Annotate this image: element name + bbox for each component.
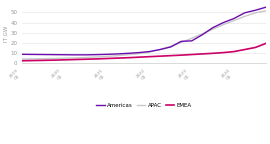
APAC [158, 49, 162, 50]
APAC [264, 10, 268, 12]
EMEA [148, 56, 151, 58]
APAC [180, 41, 183, 43]
APAC [243, 16, 246, 17]
EMEA [169, 55, 172, 56]
EMEA [180, 54, 183, 56]
Americas [63, 54, 66, 56]
Americas [106, 53, 109, 55]
EMEA [158, 55, 162, 57]
EMEA [222, 52, 225, 53]
APAC [95, 56, 98, 58]
APAC [232, 20, 236, 21]
APAC [63, 57, 66, 59]
APAC [116, 55, 119, 56]
EMEA [42, 59, 45, 61]
Americas [127, 52, 130, 54]
APAC [137, 53, 140, 54]
Americas [84, 54, 87, 56]
EMEA [137, 56, 140, 58]
APAC [201, 33, 204, 35]
EMEA [243, 49, 246, 50]
EMEA [74, 59, 77, 60]
EMEA [211, 52, 215, 54]
Line: EMEA: EMEA [22, 43, 266, 61]
APAC [148, 51, 151, 53]
APAC [53, 58, 56, 59]
Americas [169, 46, 172, 48]
Americas [42, 54, 45, 55]
EMEA [84, 58, 87, 60]
APAC [21, 58, 24, 60]
Americas [201, 34, 204, 36]
Americas [148, 51, 151, 52]
APAC [74, 57, 77, 59]
APAC [31, 58, 35, 60]
EMEA [254, 47, 257, 48]
EMEA [106, 58, 109, 59]
EMEA [63, 59, 66, 61]
APAC [190, 37, 193, 39]
Americas [158, 49, 162, 50]
Americas [211, 27, 215, 29]
EMEA [31, 60, 35, 61]
EMEA [116, 57, 119, 59]
APAC [106, 55, 109, 57]
APAC [169, 46, 172, 47]
APAC [222, 24, 225, 25]
Americas [137, 52, 140, 53]
APAC [42, 58, 45, 60]
EMEA [264, 43, 268, 44]
Americas [74, 54, 77, 56]
Americas [95, 54, 98, 55]
Y-axis label: IT GW: IT GW [4, 25, 9, 42]
EMEA [190, 54, 193, 55]
Americas [222, 22, 225, 23]
EMEA [95, 58, 98, 60]
Americas [31, 54, 35, 55]
EMEA [53, 59, 56, 61]
Americas [53, 54, 56, 55]
Americas [264, 6, 268, 8]
APAC [127, 54, 130, 55]
EMEA [201, 53, 204, 55]
APAC [211, 28, 215, 30]
APAC [254, 12, 257, 14]
Line: Americas: Americas [22, 7, 266, 55]
Americas [232, 18, 236, 19]
Americas [180, 40, 183, 42]
EMEA [127, 57, 130, 59]
Line: APAC: APAC [22, 11, 266, 59]
Americas [243, 12, 246, 14]
Americas [116, 53, 119, 55]
Americas [190, 40, 193, 42]
EMEA [21, 60, 24, 62]
Americas [254, 9, 257, 11]
APAC [84, 57, 87, 58]
Legend: Americas, APAC, EMEA: Americas, APAC, EMEA [94, 100, 194, 110]
Americas [21, 53, 24, 55]
EMEA [232, 51, 236, 52]
